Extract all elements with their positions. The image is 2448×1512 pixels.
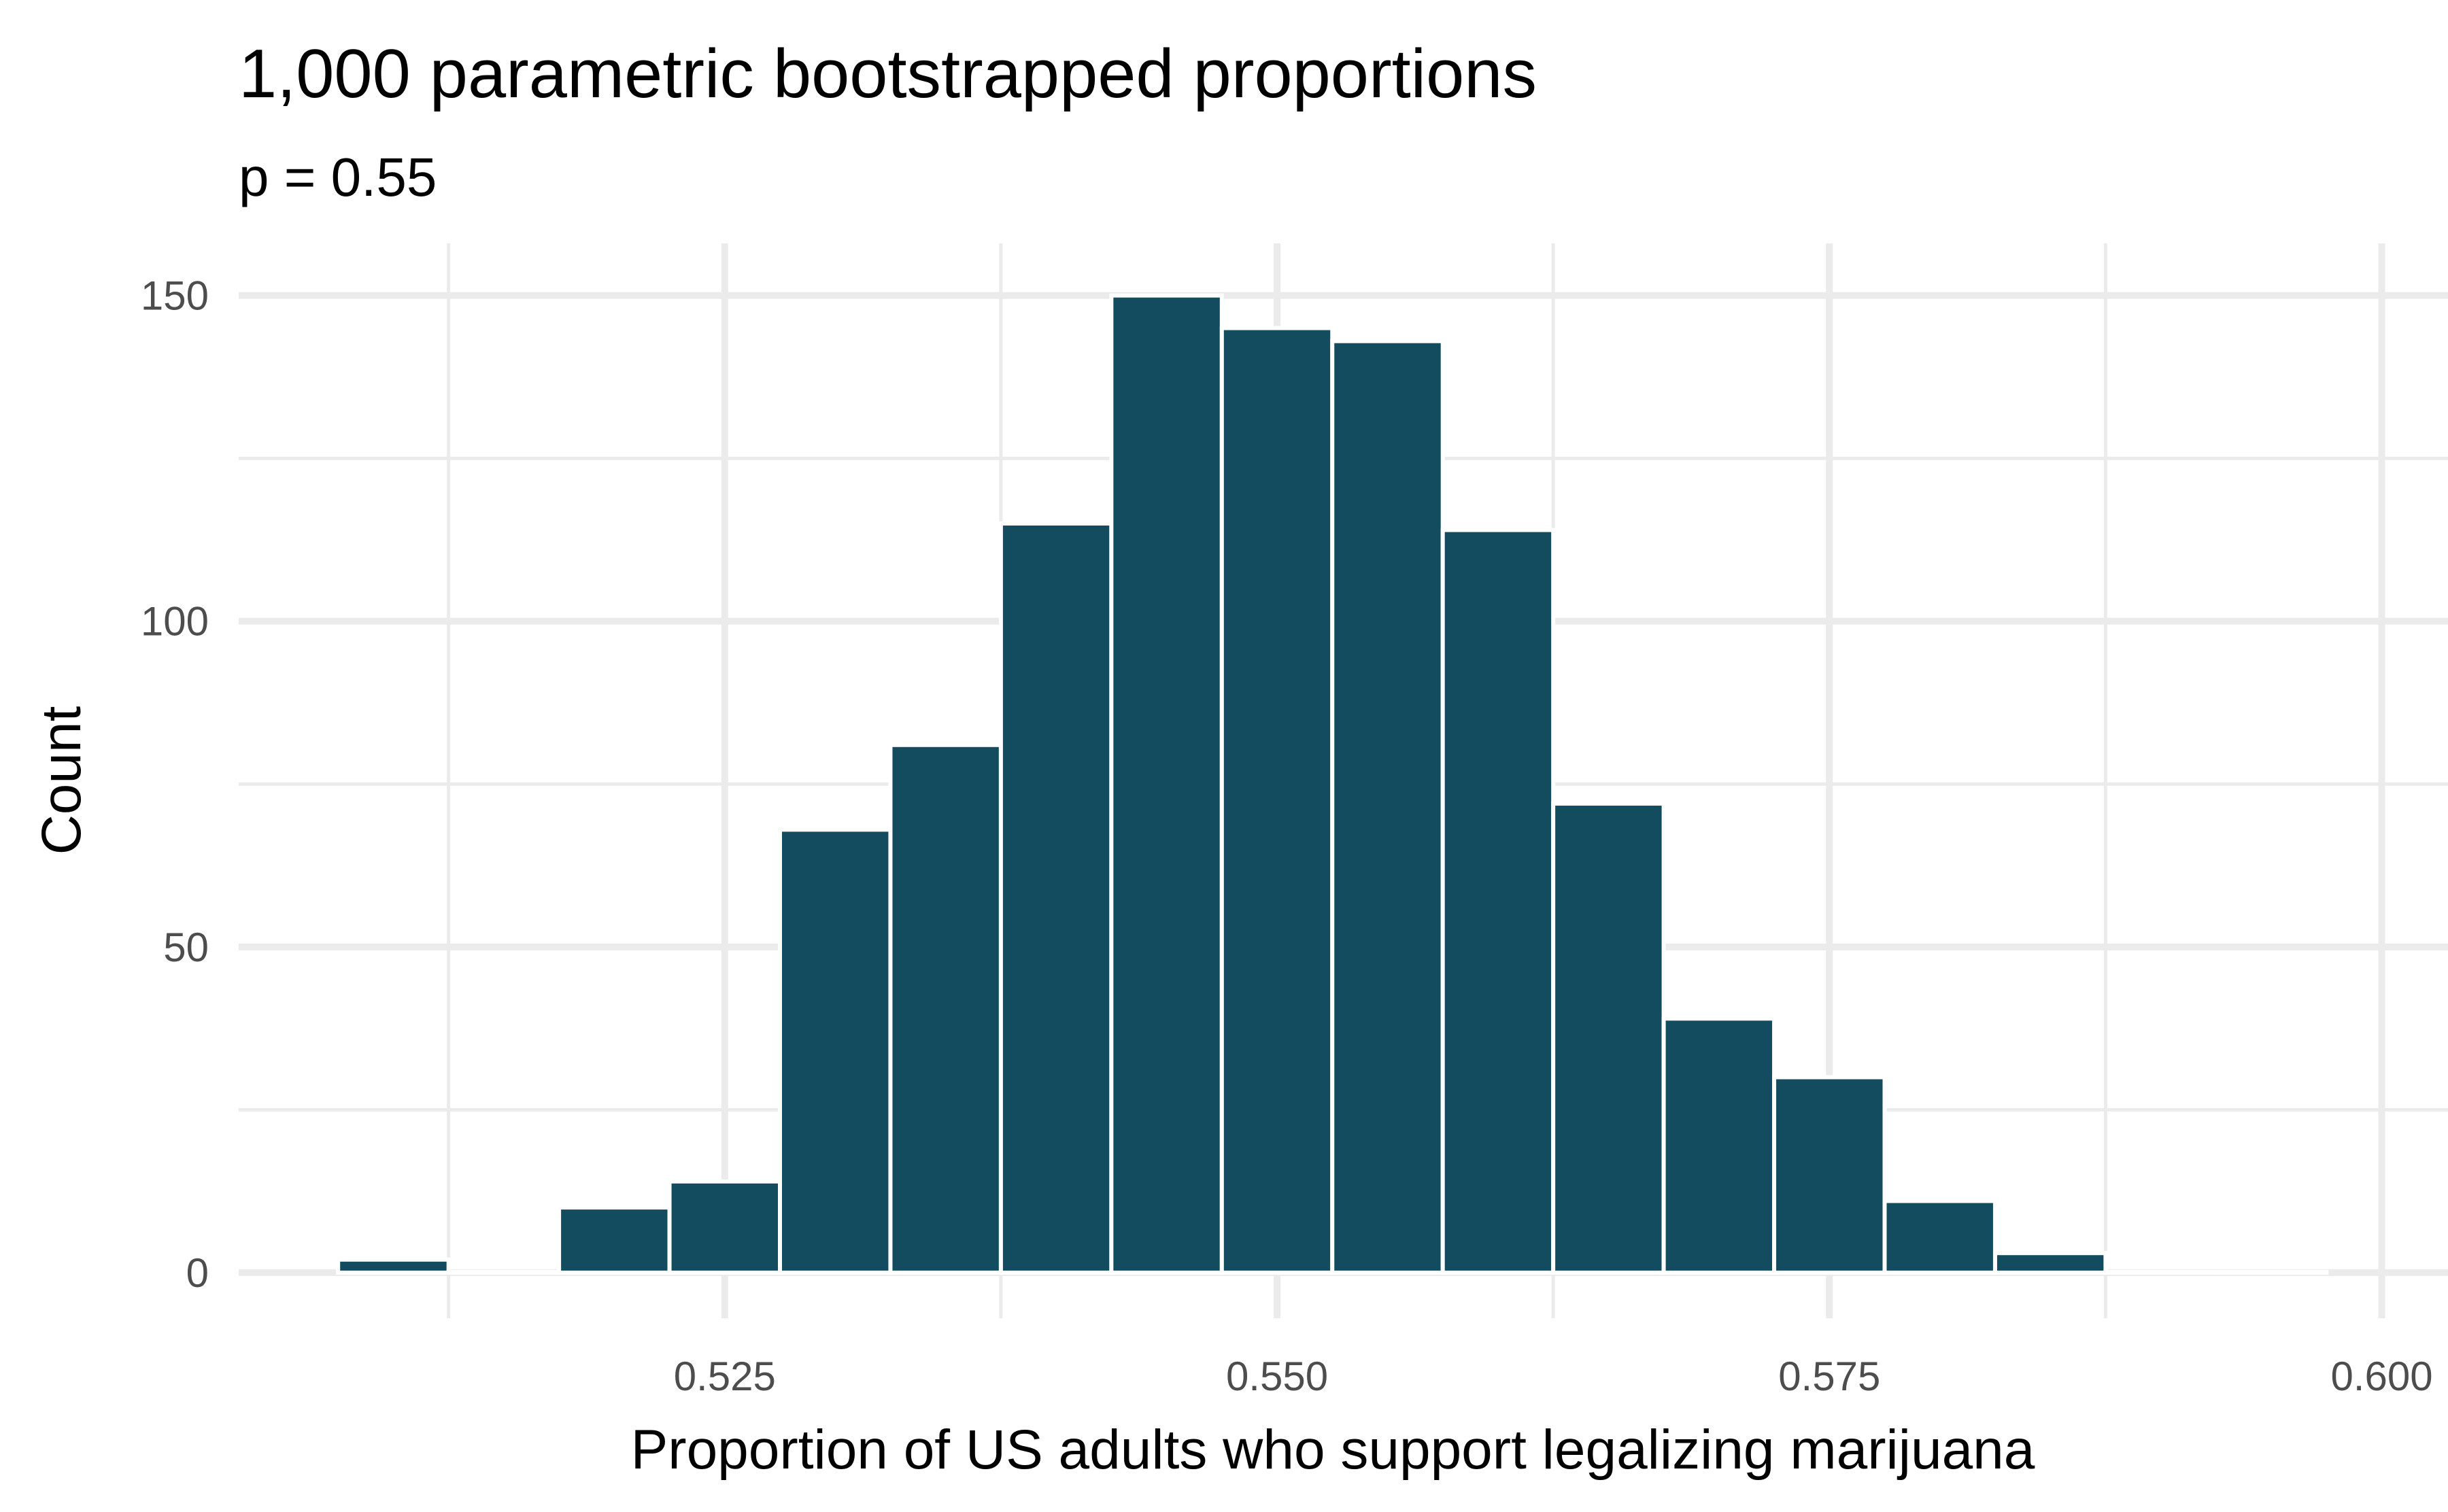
histogram-bar	[1109, 293, 1224, 1275]
y-tick-label: 50	[163, 925, 209, 970]
y-axis-label: Count	[31, 706, 92, 855]
histogram-bar	[1992, 1251, 2108, 1275]
histogram-bar	[446, 1269, 562, 1275]
chart-subtitle: p = 0.55	[239, 147, 437, 207]
histogram-bar	[1219, 326, 1335, 1275]
histogram-bar	[1551, 802, 1666, 1275]
histogram-bar	[667, 1179, 783, 1275]
histogram-bar	[1772, 1075, 1887, 1275]
histogram-bar	[1330, 339, 1445, 1275]
x-tick-label: 0.575	[1778, 1354, 1880, 1399]
x-axis-ticks: 0.525 0.550 0.575 0.600	[674, 1354, 2433, 1399]
x-tick-label: 0.600	[2330, 1354, 2432, 1399]
histogram-bar	[336, 1257, 451, 1275]
y-axis-ticks: 0 50 100 150	[141, 273, 209, 1296]
histogram-bar	[2103, 1269, 2218, 1275]
histogram-bar	[1440, 528, 1556, 1275]
histogram-bar	[998, 521, 1114, 1275]
y-tick-label: 0	[186, 1250, 209, 1296]
x-tick-label: 0.525	[674, 1354, 776, 1399]
histogram-bar	[888, 742, 1003, 1275]
y-tick-label: 150	[141, 273, 209, 319]
x-tick-label: 0.550	[1226, 1354, 1328, 1399]
chart-title: 1,000 parametric bootstrapped proportion…	[239, 36, 1537, 112]
histogram-bar	[557, 1205, 672, 1275]
histogram-bar	[1882, 1199, 1997, 1275]
x-axis-label: Proportion of US adults who support lega…	[631, 1419, 2035, 1481]
histogram-bar	[778, 827, 893, 1275]
histogram-bar	[1661, 1016, 1777, 1275]
y-tick-label: 100	[141, 599, 209, 645]
bars	[336, 293, 2329, 1275]
histogram-bar	[2213, 1269, 2329, 1275]
